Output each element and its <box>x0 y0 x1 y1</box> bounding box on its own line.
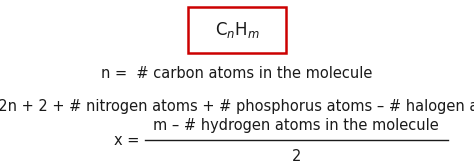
Text: x =: x = <box>114 133 140 148</box>
Text: m =  2n + 2 + # nitrogen atoms + # phosphorus atoms – # halogen atoms: m = 2n + 2 + # nitrogen atoms + # phosph… <box>0 99 474 114</box>
Text: n =  # carbon atoms in the molecule: n = # carbon atoms in the molecule <box>101 66 373 81</box>
Text: 2: 2 <box>292 149 301 164</box>
Text: C$_n$H$_m$: C$_n$H$_m$ <box>215 20 259 40</box>
Text: m – # hydrogen atoms in the molecule: m – # hydrogen atoms in the molecule <box>154 118 439 133</box>
